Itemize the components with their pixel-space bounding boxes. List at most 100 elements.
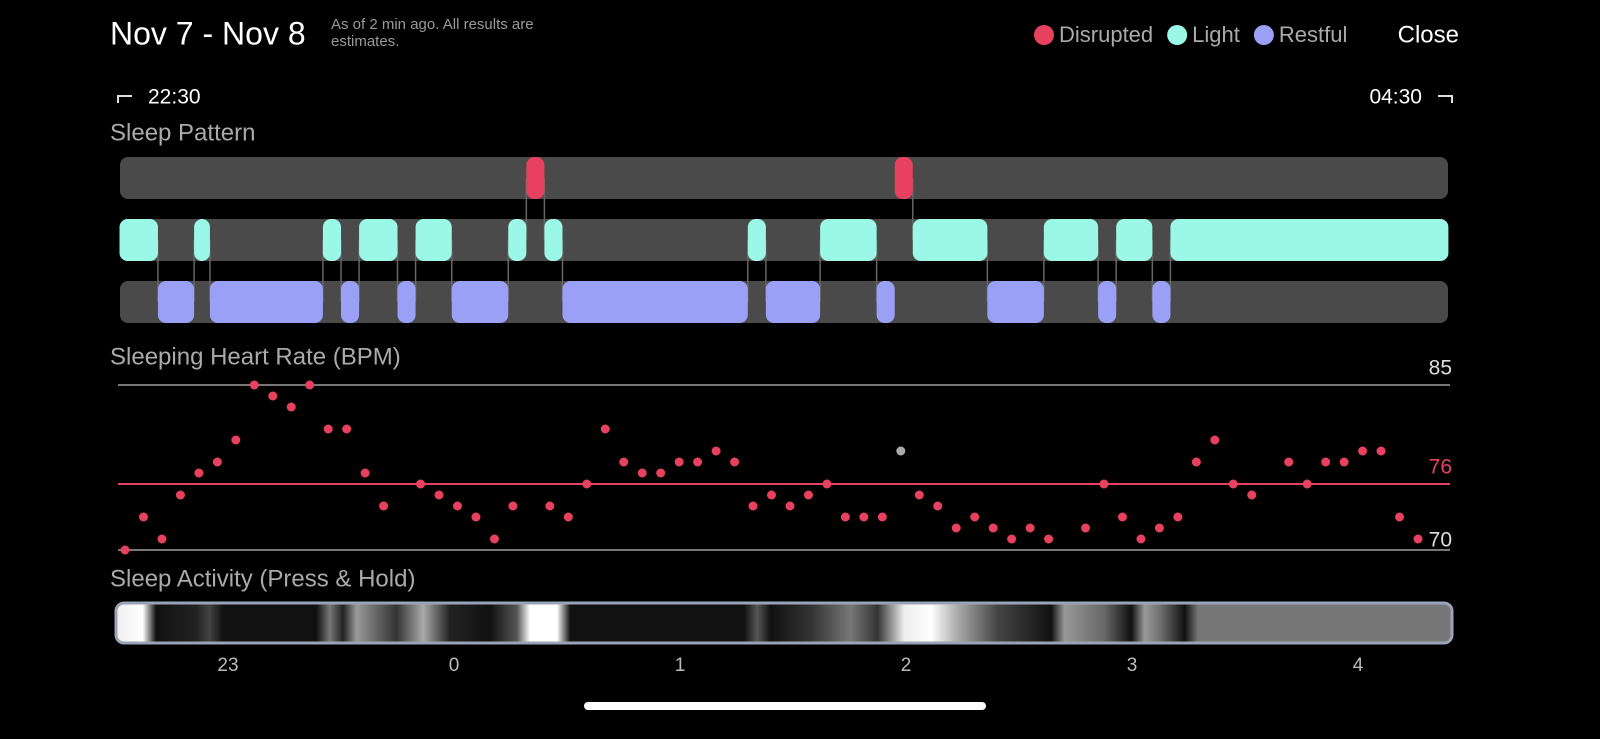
heart-rate-dot — [1284, 457, 1294, 467]
legend-label: Light — [1192, 22, 1240, 47]
heart-rate-dot — [286, 402, 296, 412]
heart-rate-dot — [416, 479, 426, 489]
heart-rate-dot — [637, 468, 647, 478]
heart-rate-dot — [1173, 512, 1183, 522]
heart-rate-dot — [508, 501, 518, 511]
heart-rate-dot — [730, 457, 740, 467]
y-tick-label: 85 — [1429, 357, 1452, 380]
sleep-segment — [508, 219, 527, 261]
x-tick-label: 4 — [1353, 655, 1364, 676]
heart-rate-dot — [619, 457, 629, 467]
x-tick-label: 23 — [217, 655, 238, 676]
sleep-segment — [562, 281, 748, 323]
sleep-segment — [157, 281, 195, 323]
sleep-segment — [526, 157, 545, 199]
note: As of 2 min ago. All results are estimat… — [331, 16, 534, 50]
sleep-segment — [451, 281, 509, 323]
heart-rate-dot — [582, 479, 592, 489]
heart-rate-dot — [1117, 512, 1127, 522]
activity-strip[interactable] — [114, 601, 1454, 645]
heart-rate-dot — [656, 468, 666, 478]
home-indicator — [584, 702, 986, 710]
sleep-segment — [209, 281, 323, 323]
heart-rate-dot — [157, 534, 167, 544]
sleep-segment — [1170, 219, 1449, 261]
heart-rate-dot — [342, 424, 352, 434]
heart-rate-dot — [1228, 479, 1238, 489]
sleep-segment — [1116, 219, 1153, 261]
heart-rate-dot — [1154, 523, 1164, 533]
sleep-segment — [1043, 219, 1099, 261]
heart-rate-dot — [767, 490, 776, 500]
heart-rate-dot — [785, 501, 795, 511]
heart-rate-dot — [563, 512, 573, 522]
sleep-segment — [820, 219, 877, 261]
heart-rate-dot — [951, 523, 961, 533]
heart-rate-dot — [1358, 446, 1368, 456]
x-tick-label: 2 — [901, 655, 912, 676]
legend-swatch — [1034, 25, 1054, 45]
section-title: Sleep Activity (Press & Hold) — [110, 565, 415, 592]
heart-rate-dot — [212, 457, 222, 467]
heart-rate-dot — [489, 534, 499, 544]
sleep-segment — [194, 219, 210, 261]
sleep-segment — [1152, 281, 1171, 323]
close-button[interactable]: Close — [1398, 21, 1459, 48]
sleep-segment — [876, 281, 895, 323]
heart-rate-dot — [1025, 523, 1035, 533]
sleep-segment — [359, 219, 398, 261]
heart-rate-dot — [1007, 534, 1017, 544]
heart-rate-dot — [711, 446, 721, 456]
sleep-segment — [322, 219, 341, 261]
heart-rate-dot — [970, 512, 980, 522]
sleep-segment — [765, 281, 821, 323]
heart-rate-dot — [249, 380, 259, 390]
y-tick-label: 70 — [1429, 529, 1452, 552]
section-title: Sleeping Heart Rate (BPM) — [110, 343, 401, 370]
range-brackets — [117, 95, 1453, 103]
heart-rate-dot — [379, 501, 389, 511]
legend-label: Disrupted — [1059, 22, 1153, 47]
heart-rate-dot — [194, 468, 204, 478]
heart-rate-dot — [138, 512, 148, 522]
sleep-segment — [987, 281, 1044, 323]
heart-rate-dot — [434, 490, 444, 500]
heart-rate-dot — [360, 468, 370, 478]
end-time: 04:30 — [1369, 86, 1422, 109]
track — [120, 157, 1448, 199]
heart-rate-dot — [452, 501, 462, 511]
heart-rate-dot — [545, 501, 555, 511]
heart-rate-dot — [674, 457, 684, 467]
sleep-segment — [894, 157, 913, 199]
sleep-segment — [341, 281, 360, 323]
legend-swatch — [1167, 25, 1188, 45]
section-title: Sleep Pattern — [110, 119, 255, 146]
heart-rate-dot — [305, 380, 315, 390]
sleep-segment — [544, 219, 563, 261]
sleep-segment — [397, 281, 416, 323]
sleep-segment — [912, 219, 988, 261]
heart-rate-dot — [323, 424, 333, 434]
heart-rate-dot — [914, 490, 924, 500]
heart-rate-dot — [120, 545, 130, 555]
heart-rate-dot — [1395, 512, 1405, 522]
heart-rate-dot — [859, 512, 869, 522]
heart-rate-dot — [471, 512, 481, 522]
heart-rate-dot — [1191, 457, 1201, 467]
x-tick-label: 3 — [1127, 655, 1138, 676]
note-box: As of 2 min ago. All results are estimat… — [331, 16, 534, 50]
heart-rate-dot — [1376, 446, 1386, 456]
legend-label: Restful — [1279, 22, 1347, 47]
heart-rate-dot — [1099, 479, 1109, 489]
heart-rate-dot — [1321, 457, 1331, 467]
heart-rate-dot — [877, 512, 887, 522]
heart-rate-dot — [803, 490, 813, 500]
y-tick-label: 76 — [1429, 456, 1452, 479]
heart-rate-dot — [1044, 534, 1054, 544]
sleep-segment — [747, 219, 766, 261]
heart-rate-dot — [933, 501, 943, 511]
heart-rate-dot — [1247, 490, 1257, 500]
heart-rate-dot — [1210, 435, 1220, 445]
